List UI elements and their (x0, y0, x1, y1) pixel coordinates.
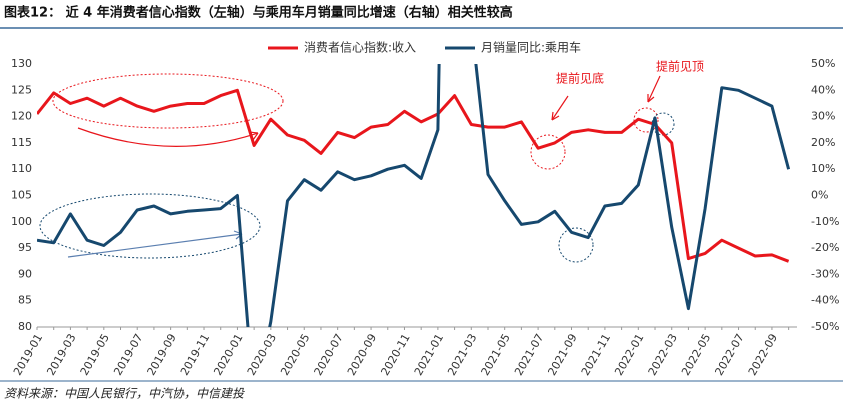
y2-tick-label: -40% (811, 294, 839, 307)
arrow-head (551, 111, 560, 121)
highlight-circle (558, 227, 594, 263)
x-tick-label: 2021-09 (545, 332, 579, 378)
x-tick-label: 2020-11 (378, 332, 412, 378)
y-tick-label: 80 (18, 320, 32, 333)
x-tick-label: 2019-05 (78, 332, 112, 378)
source: 资料来源：中国人民银行，中汽协，中信建投 (4, 387, 245, 401)
legend-label: 月销量同比:乘用车 (481, 40, 581, 55)
annotation: 提前见底 (556, 71, 604, 86)
annotation: 提前见顶 (656, 59, 704, 74)
arrow (551, 95, 569, 121)
y-tick-label: 105 (11, 189, 32, 202)
highlight-ellipse (39, 193, 261, 259)
x-tick-label: 2020-07 (312, 332, 346, 378)
x-tick-label: 2022-03 (646, 332, 680, 378)
x-tick-label: 2022-01 (612, 332, 646, 378)
arrow (77, 127, 259, 147)
arrow-head (647, 94, 655, 103)
y2-tick-label: -10% (811, 215, 839, 228)
x-tick-label: 2019-03 (44, 332, 78, 378)
highlight-ellipse (52, 73, 284, 129)
y2-tick-label: 40% (811, 83, 835, 96)
y2-tick-label: -30% (811, 267, 839, 280)
y2-tick-label: 50% (811, 57, 835, 70)
y-tick-label: 95 (18, 241, 32, 254)
x-tick-label: 2022-07 (712, 332, 746, 378)
y-tick-label: 115 (11, 136, 32, 149)
y-tick-label: 130 (11, 57, 32, 70)
x-tick-label: 2019-07 (111, 332, 145, 378)
y2-tick-label: -20% (811, 241, 839, 254)
y2-tick-label: 10% (811, 162, 835, 175)
chart-title: 图表12： 近 4 年消费者信心指数（左轴）与乘用车月销量同比增速（右轴）相关性… (4, 5, 513, 21)
y-tick-label: 125 (11, 83, 32, 96)
legend-label: 消费者信心指数:收入 (304, 40, 416, 55)
x-tick-label: 2020-01 (211, 332, 245, 378)
series-line (37, 64, 791, 327)
x-tick-label: 2019-11 (178, 332, 212, 378)
x-tick-label: 2021-07 (512, 332, 546, 378)
x-tick-label: 2021-03 (445, 332, 479, 378)
x-tick-label: 2021-05 (479, 332, 513, 378)
y-tick-label: 85 (18, 294, 32, 307)
y-tick-label: 90 (18, 267, 32, 280)
series-line (37, 88, 790, 263)
arrow (67, 233, 243, 258)
x-tick-label: 2022-09 (746, 332, 780, 378)
y2-tick-label: -50% (811, 320, 839, 333)
highlight-circle (530, 134, 566, 170)
x-tick-label: 2021-11 (579, 332, 613, 378)
y2-tick-label: 20% (811, 136, 835, 149)
x-tick-label: 2019-09 (145, 332, 179, 378)
x-tick-label: 2021-01 (412, 332, 446, 378)
x-tick-label: 2022-05 (679, 332, 713, 378)
y-tick-label: 100 (11, 215, 32, 228)
x-tick-label: 2020-09 (345, 332, 379, 378)
y-tick-label: 120 (11, 110, 32, 123)
x-tick-label: 2020-05 (278, 332, 312, 378)
highlight-circle (633, 107, 659, 133)
x-tick-label: 2020-03 (245, 332, 279, 378)
arrow (647, 75, 661, 103)
y2-tick-label: 0% (811, 189, 828, 202)
y-tick-label: 110 (11, 162, 32, 175)
y2-tick-label: 30% (811, 110, 835, 123)
x-tick-label: 2019-01 (11, 332, 45, 378)
